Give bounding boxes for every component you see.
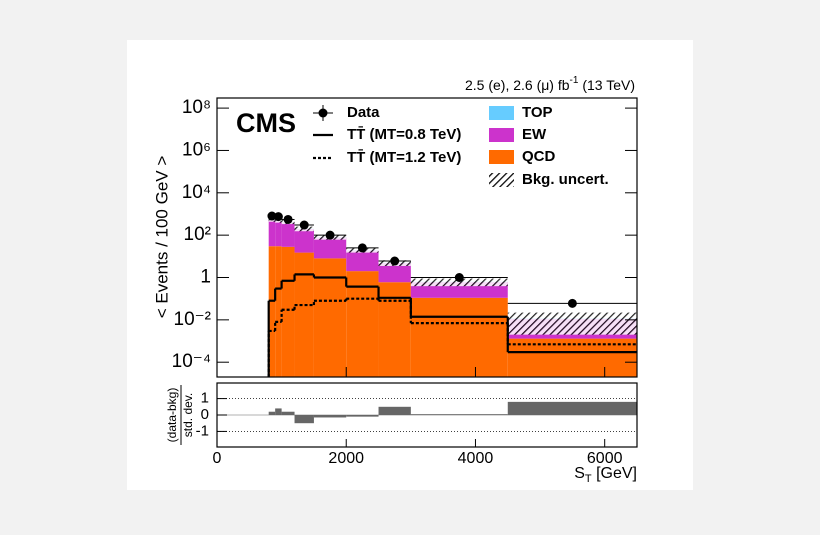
stack-segment [269, 220, 275, 246]
pull-label-numerator: (data-bkg) [165, 388, 179, 443]
x-tick-label: 2000 [328, 450, 364, 467]
y-axis-label: < Events / 100 GeV > [152, 156, 171, 319]
uncertainty-band [508, 313, 637, 335]
stack-segment [275, 221, 281, 246]
data-point [284, 215, 293, 224]
stack-segment [314, 237, 346, 258]
lumi-label: 2.5 (e), 2.6 (μ) fb-1 (13 TeV) [465, 75, 635, 93]
data-point [455, 273, 464, 282]
x-label-main: S [574, 465, 585, 482]
stack-segment [346, 250, 378, 271]
legend-data-marker [319, 109, 328, 118]
y-tick-label: -1 [196, 422, 209, 439]
data-point [326, 231, 335, 240]
x-tick-label: 4000 [458, 450, 494, 467]
legend-swatch [489, 128, 514, 142]
stack-segment [295, 253, 314, 377]
data-point [300, 221, 309, 230]
y-tick-label: 10⁸ [182, 97, 211, 118]
y-tick-label: 10⁻⁴ [172, 351, 211, 372]
legend-swatch [489, 173, 514, 187]
pull-bar [508, 402, 637, 415]
lumi-energy: (13 TeV) [578, 77, 635, 93]
legend-label: Data [347, 104, 380, 121]
lumi-text: 2.5 (e), 2.6 (μ) fb [465, 77, 570, 93]
data-point [358, 243, 367, 252]
stack-segment [282, 222, 295, 247]
legend-swatch [489, 106, 514, 120]
stack-segment [282, 247, 295, 377]
data-point [390, 257, 399, 266]
y-tick-label: 0 [201, 406, 209, 423]
x-axis-label: ST [GeV] [574, 465, 637, 485]
legend-label: TOP [522, 104, 553, 121]
stack-segment [379, 282, 411, 377]
chart-title: CMS [236, 108, 296, 138]
legend-label: EW [522, 126, 547, 143]
legend-label: TT̄ (MT=0.8 TeV) [347, 125, 461, 143]
x-tick-label: 0 [213, 450, 222, 467]
pull-bar [346, 415, 378, 417]
legend-label: Bkg. uncert. [522, 171, 609, 188]
legend-label: TT̄ (MT=1.2 TeV) [347, 148, 461, 166]
x-tick-label: 6000 [587, 450, 623, 467]
x-label-unit: [GeV] [592, 465, 637, 482]
pull-bar [282, 412, 295, 415]
data-point [274, 212, 283, 221]
pull-bar [295, 415, 314, 423]
stack-segment [314, 258, 346, 377]
stack-segment [295, 229, 314, 253]
pull-bar [411, 414, 508, 415]
pull-bar [275, 408, 281, 415]
legend-swatch [489, 150, 514, 164]
stack-segment [411, 298, 508, 377]
legend-label: QCD [522, 148, 556, 165]
pull-bar [269, 412, 275, 415]
stack-segment [508, 339, 637, 377]
y-tick-label: 10⁻² [174, 309, 212, 330]
data-point [568, 299, 577, 308]
pull-label-denominator: std. dev. [181, 393, 195, 437]
y-tick-label: 1 [200, 267, 211, 288]
y-tick-label: 10² [184, 224, 211, 245]
y-tick-label: 1 [201, 390, 209, 407]
pull-bar [314, 415, 346, 417]
y-tick-label: 10⁶ [182, 139, 211, 160]
pull-bar [379, 407, 411, 415]
y-tick-label: 10⁴ [182, 182, 211, 203]
